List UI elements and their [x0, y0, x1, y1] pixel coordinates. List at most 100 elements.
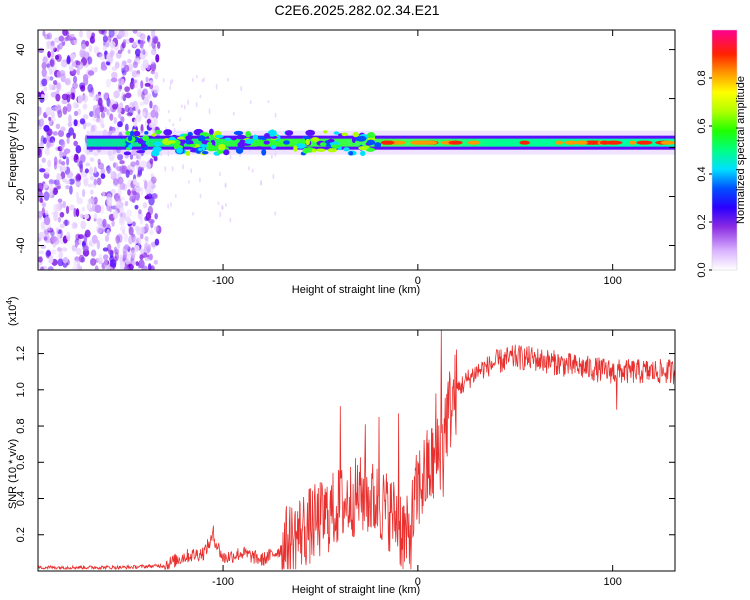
- noise-blob: [85, 40, 90, 47]
- noise-blob: [38, 146, 42, 156]
- noise-blob: [139, 254, 144, 260]
- noise-blob: [139, 101, 145, 107]
- noise-blob: [39, 141, 44, 150]
- snr-frame: [37, 329, 676, 572]
- noise-blob: [49, 68, 53, 75]
- noise-blob: [135, 191, 140, 201]
- speckle: [167, 109, 170, 114]
- noise-blob: [118, 85, 123, 90]
- noise-blob: [75, 179, 81, 188]
- noise-blob: [133, 73, 141, 78]
- noise-blob: [88, 44, 93, 53]
- speckle: [260, 179, 262, 186]
- noise-blob: [139, 218, 144, 225]
- noise-blob: [62, 151, 68, 156]
- speckle: [171, 166, 174, 172]
- noise-blob: [73, 110, 79, 117]
- noise-blob: [59, 149, 63, 159]
- ridge-blob: [327, 138, 335, 143]
- noise-blob: [142, 59, 149, 69]
- ridge-blob: [216, 149, 224, 155]
- noise-blob: [107, 249, 114, 255]
- noise-blob: [97, 257, 104, 263]
- noise-blob: [102, 45, 107, 52]
- noise-blob: [109, 259, 117, 268]
- noise-blob: [42, 30, 46, 37]
- ridge-blob: [257, 136, 265, 140]
- noise-blob: [50, 50, 55, 58]
- noise-blob: [127, 58, 132, 64]
- noise-blob: [149, 158, 154, 165]
- colorbar-tick-label: 0.6: [696, 118, 708, 133]
- ridge-blob: [333, 131, 340, 135]
- noise-blob: [69, 204, 75, 211]
- noise-blob: [57, 232, 61, 239]
- noise-blob: [153, 259, 159, 265]
- noise-blob: [102, 247, 109, 252]
- noise-blob: [56, 175, 62, 181]
- ridge-blob: [374, 142, 382, 148]
- noise-blob: [116, 200, 121, 206]
- ridge-blob: [233, 130, 244, 136]
- noise-blob: [148, 218, 155, 224]
- ridge-blob: [153, 141, 162, 147]
- speckle: [229, 154, 232, 160]
- noise-blob: [124, 123, 129, 132]
- noise-blob: [70, 92, 75, 100]
- spectrogram-y-tick-label: -40: [15, 238, 27, 254]
- noise-blob: [145, 211, 152, 221]
- noise-blob: [50, 111, 55, 119]
- speckle: [168, 118, 171, 123]
- noise-blob: [149, 100, 153, 109]
- ridge-hotspot: [574, 140, 588, 145]
- noise-blob: [38, 231, 45, 239]
- noise-blob: [118, 30, 125, 38]
- noise-blob: [153, 156, 158, 162]
- noise-blob: [56, 44, 60, 53]
- spectrogram-y-tick-label: -20: [15, 189, 27, 205]
- ridge-blob: [305, 129, 316, 136]
- noise-blob: [119, 165, 126, 174]
- noise-blob: [100, 64, 108, 71]
- noise-blob: [150, 63, 155, 70]
- noise-blob: [60, 61, 67, 68]
- noise-blob: [40, 118, 45, 127]
- ridge-blob: [154, 129, 162, 135]
- speckle: [227, 77, 229, 82]
- noise-blob: [150, 48, 157, 56]
- noise-blob: [75, 60, 81, 66]
- noise-blob: [106, 228, 110, 237]
- noise-blob: [135, 186, 142, 193]
- noise-blob: [144, 82, 151, 87]
- speckle: [174, 194, 177, 199]
- noise-blob: [119, 102, 124, 109]
- noise-blob: [98, 53, 106, 61]
- ridge-blob: [206, 144, 217, 152]
- noise-blob: [66, 231, 71, 241]
- noise-blob: [92, 95, 97, 101]
- noise-blob: [81, 206, 86, 212]
- noise-blob: [75, 145, 82, 154]
- ridge-hotspot: [519, 140, 531, 145]
- noise-blob: [109, 41, 116, 49]
- noise-blob: [72, 39, 78, 45]
- noise-blob: [132, 61, 138, 69]
- noise-blob: [50, 44, 56, 52]
- speckle: [224, 182, 227, 189]
- snr-y-tick-label: 0.4: [15, 491, 27, 506]
- noise-blob: [85, 162, 91, 167]
- noise-blob: [66, 103, 72, 113]
- colorbar: 0.0 0.2 0.4 0.6 0.8 Normalized spectral ampl…: [696, 29, 747, 278]
- spectrogram-axes: -100 0 100 -40 -20 0 20 40: [15, 30, 675, 287]
- noise-blob: [60, 126, 66, 132]
- speckle: [182, 164, 184, 170]
- ridge-hotspot: [415, 140, 432, 145]
- noise-blob: [55, 104, 62, 111]
- ridge-blob: [197, 135, 206, 142]
- ridge-blob: [144, 130, 149, 135]
- noise-blob: [68, 114, 72, 124]
- noise-blob: [89, 189, 94, 195]
- noise-blob: [41, 68, 47, 78]
- noise-blob: [139, 33, 146, 41]
- noise-blob: [112, 210, 119, 219]
